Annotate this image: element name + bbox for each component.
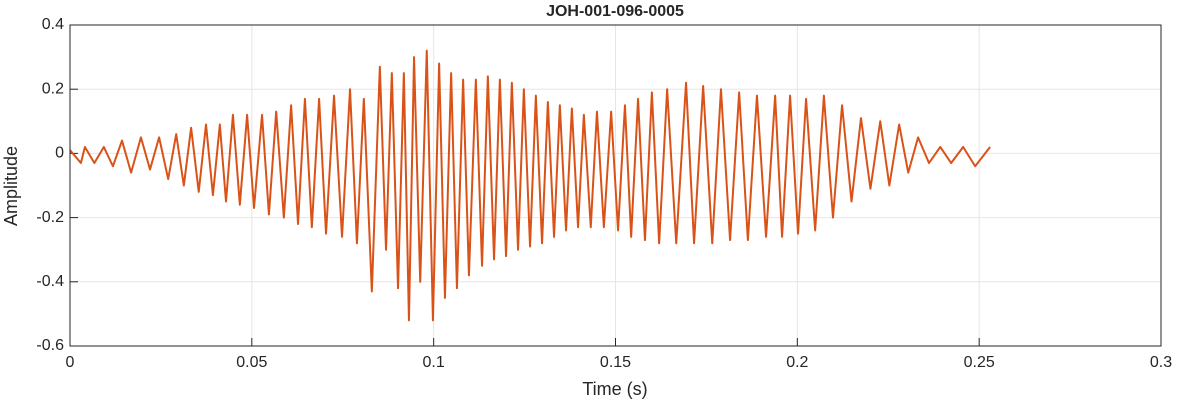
- x-tick-label: 0: [66, 354, 75, 371]
- x-tick-label: 0.2: [786, 354, 808, 371]
- y-tick-label: 0.2: [42, 80, 64, 97]
- axes-box: [69, 24, 1162, 347]
- y-tick-label: -0.4: [36, 273, 64, 290]
- x-tick-label: 0.05: [236, 354, 267, 371]
- x-axis-label: Time (s): [582, 379, 647, 399]
- x-tick-label: 0.25: [964, 354, 995, 371]
- chart-title: JOH-001-096-0005: [546, 3, 684, 20]
- x-tick-label: 0.1: [423, 354, 445, 371]
- x-tick-label: 0.3: [1150, 354, 1172, 371]
- y-tick-label: -0.2: [36, 209, 64, 226]
- y-tick-label: 0: [55, 145, 64, 162]
- y-axis-label: Amplitude: [1, 146, 21, 226]
- x-tick-label: 0.15: [600, 354, 631, 371]
- y-tick-label: 0.4: [42, 16, 64, 33]
- y-tick-label: -0.6: [36, 337, 64, 354]
- waveform-line: [69, 49, 991, 322]
